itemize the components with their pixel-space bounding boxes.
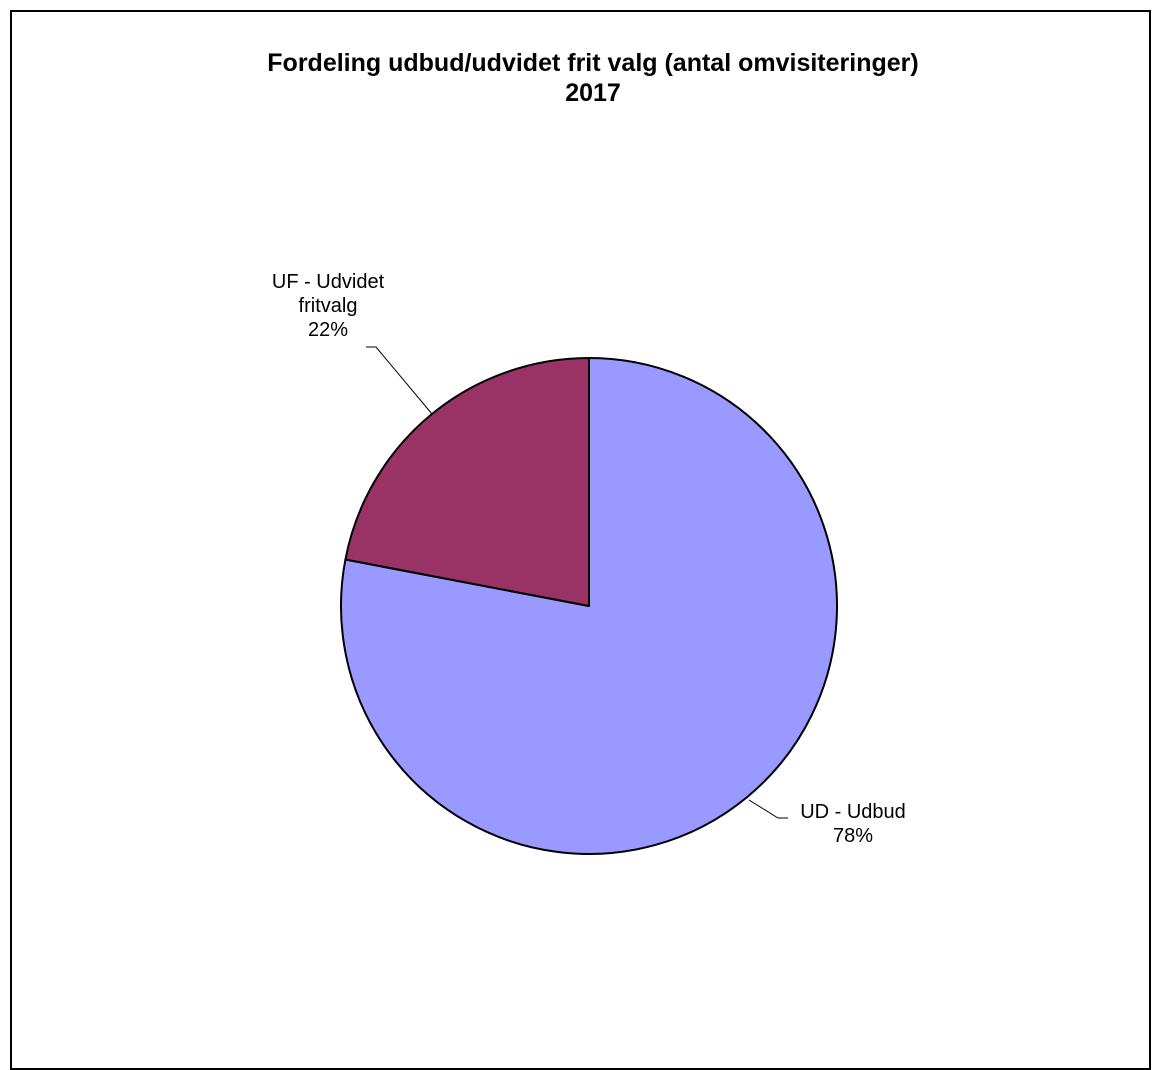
slice-name-label-uf-udvidet-fritvalg: fritvalg — [299, 295, 358, 317]
leader-line-ud-udbud — [748, 799, 788, 819]
chart-title: Fordeling udbud/udvidet frit valg (antal… — [0, 48, 1157, 108]
chart-title-line-1: Fordeling udbud/udvidet frit valg (antal… — [267, 49, 919, 77]
leader-line-uf-udvidet-fritvalg — [366, 346, 433, 415]
slice-name-label-uf-udvidet-fritvalg: UF - Udvidet — [272, 271, 385, 293]
slice-name-label-ud-udbud: UD - Udbud — [800, 801, 906, 823]
slice-percent-label-uf-udvidet-fritvalg: 22% — [308, 319, 348, 341]
chart-title-line-2: 2017 — [565, 79, 621, 107]
slice-percent-label-ud-udbud: 78% — [833, 825, 873, 847]
pie-slice-uf-udvidet-fritvalg — [344, 357, 590, 607]
